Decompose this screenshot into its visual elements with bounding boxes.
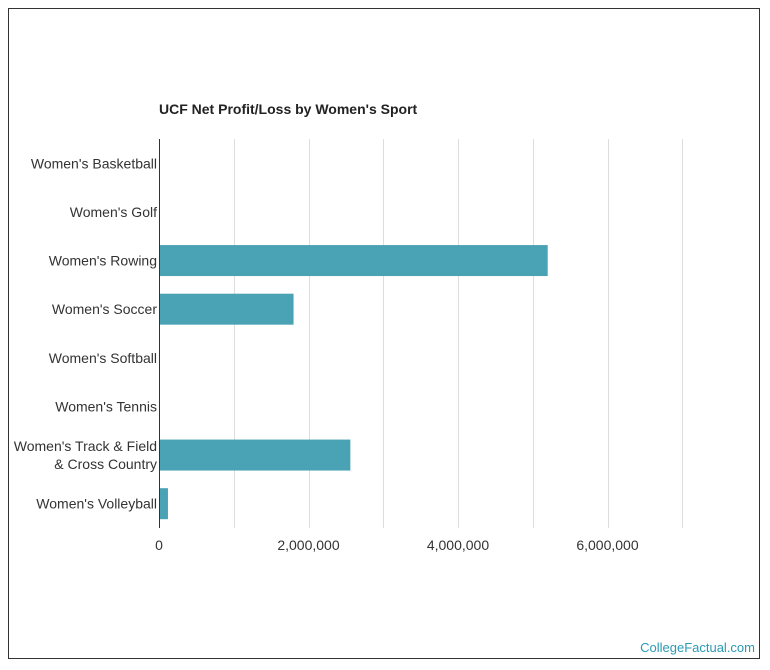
bar[interactable]	[159, 488, 168, 520]
category-label: Women's Basketball	[31, 155, 157, 171]
x-tick-labels: 0 2,000,000 4,000,000 6,000,000	[155, 537, 639, 553]
source-credit[interactable]: CollegeFactual.com	[640, 640, 755, 655]
category-label: Women's Golf	[70, 204, 157, 220]
bars	[159, 245, 548, 520]
chart-title: UCF Net Profit/Loss by Women's Sport	[159, 101, 418, 117]
bar[interactable]	[159, 293, 294, 325]
x-tick-label: 0	[155, 537, 163, 553]
category-label: Women's Volleyball	[36, 496, 157, 512]
category-label: Women's Tennis	[55, 398, 157, 414]
category-label: Women's Softball	[49, 350, 157, 366]
bar[interactable]	[159, 245, 548, 277]
category-labels: Women's Basketball Women's Golf Women's Ro…	[14, 155, 158, 511]
x-tick-label: 6,000,000	[576, 537, 638, 553]
bar[interactable]	[159, 439, 351, 471]
category-label: Women's Rowing	[49, 253, 157, 269]
category-label: Women's Soccer	[52, 301, 157, 317]
x-tick-label: 4,000,000	[427, 537, 489, 553]
category-label: Women's Track & Field & Cross Country	[14, 438, 157, 472]
x-tick-label: 2,000,000	[277, 537, 339, 553]
